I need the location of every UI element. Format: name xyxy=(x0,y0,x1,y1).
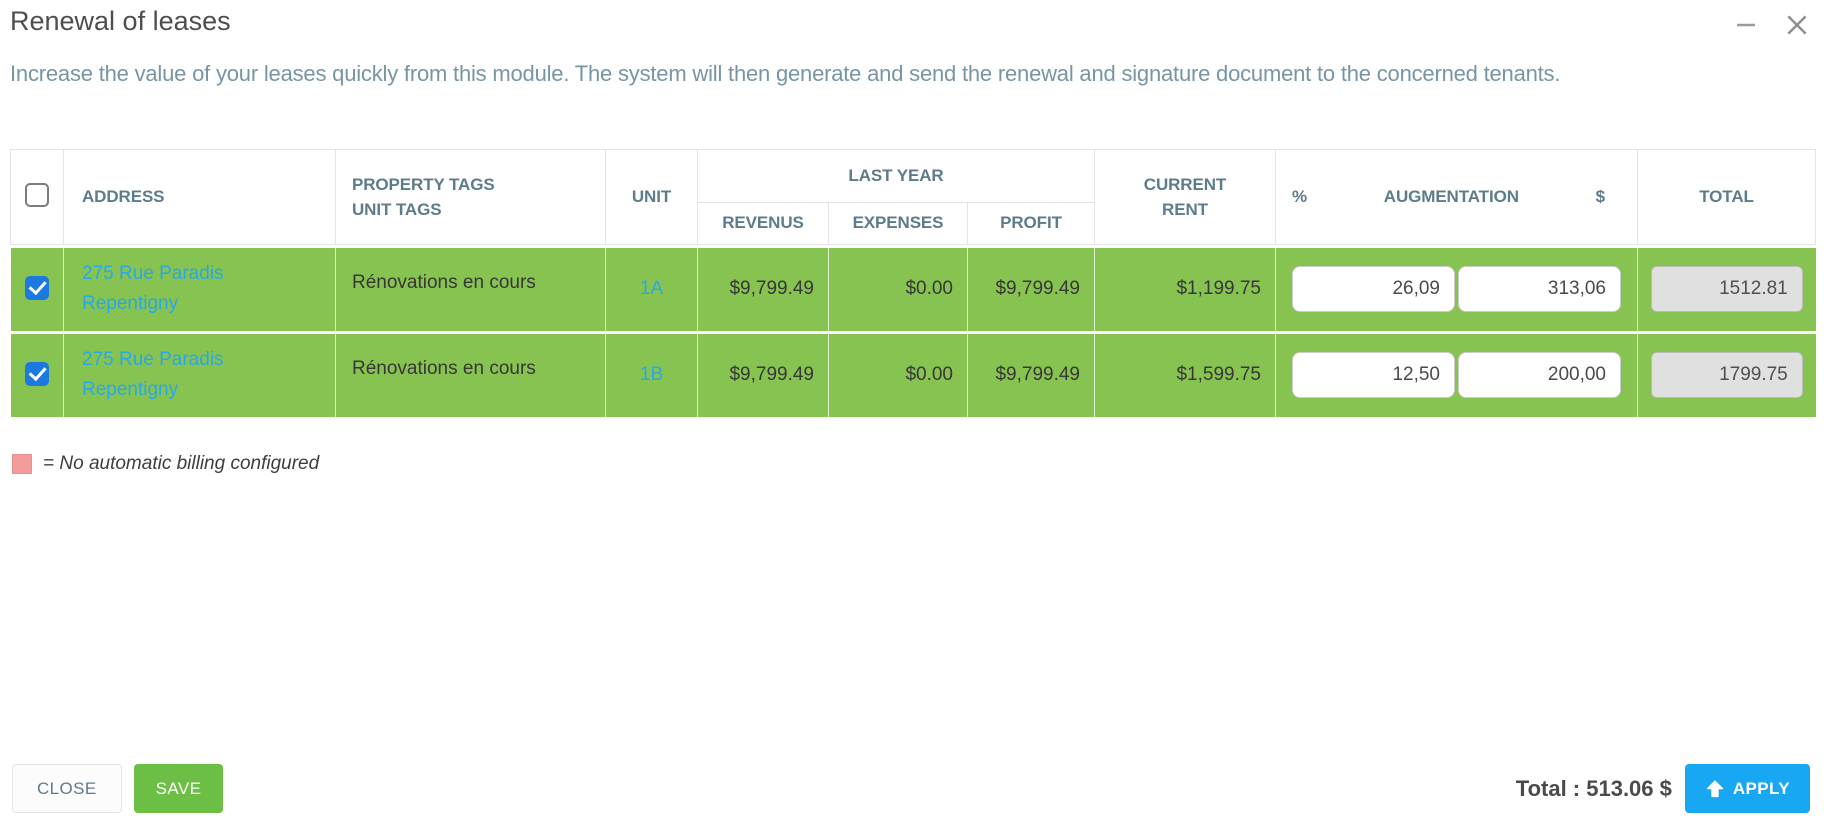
tags-cell: Rénovations en cours xyxy=(335,247,606,331)
unit-cell: 1B xyxy=(605,333,698,417)
augmentation-cell xyxy=(1275,247,1638,331)
current-rent-line1: CURRENT xyxy=(1143,175,1227,194)
revenus-cell: $9,799.49 xyxy=(697,333,829,417)
save-button[interactable]: SAVE xyxy=(133,764,224,813)
address-cell: 275 Rue Paradis Repentigny xyxy=(63,247,336,331)
address-link-line2[interactable]: Repentigny xyxy=(82,293,179,314)
apply-button-label: APPLY xyxy=(1732,778,1790,798)
close-button[interactable] xyxy=(1784,12,1810,38)
billing-legend: = No automatic billing configured xyxy=(12,453,319,475)
revenus-cell: $9,799.49 xyxy=(697,247,829,331)
grand-total-label: Total : 513.06 $ xyxy=(1515,775,1672,801)
augmentation-amount-input[interactable] xyxy=(1458,266,1621,312)
profit-cell: $9,799.49 xyxy=(967,247,1095,331)
tags-column-header: PROPERTY TAGS UNIT TAGS xyxy=(335,149,606,245)
total-readonly-input[interactable] xyxy=(1650,352,1803,398)
augmentation-amount-input[interactable] xyxy=(1458,352,1621,398)
select-all-header-cell xyxy=(10,149,64,245)
dollar-symbol-label: $ xyxy=(1595,187,1605,206)
row-spacer xyxy=(10,244,1816,248)
footer-actions-right: Total : 513.06 $ APPLY xyxy=(1516,764,1810,813)
row-spacer xyxy=(10,330,1816,334)
revenus-column-header: REVENUS xyxy=(697,201,829,246)
augmentation-column-header: % AUGMENTATION $ xyxy=(1275,149,1638,245)
close-icon xyxy=(1787,15,1807,35)
apply-button[interactable]: APPLY xyxy=(1684,764,1810,813)
minimize-button[interactable] xyxy=(1734,13,1758,37)
modal-footer: CLOSE SAVE Total : 513.06 $ APPLY xyxy=(12,764,1810,813)
row-checkbox-cell xyxy=(10,333,64,417)
title-bar: Renewal of leases xyxy=(10,6,1810,38)
unit-cell: 1A xyxy=(605,247,698,331)
total-cell xyxy=(1637,247,1816,331)
unit-tags-label: UNIT TAGS xyxy=(352,200,442,219)
no-billing-color-swatch xyxy=(12,454,32,474)
legend-text: = No automatic billing configured xyxy=(43,453,320,474)
arrow-up-icon xyxy=(1706,779,1723,797)
address-link-line1[interactable]: 275 Rue Paradis xyxy=(82,349,224,370)
expenses-cell: $0.00 xyxy=(828,247,968,331)
property-tags-label: PROPERTY TAGS xyxy=(352,175,495,194)
leases-table: ADDRESS PROPERTY TAGS UNIT TAGS UNIT LAS… xyxy=(10,149,1816,417)
select-all-checkbox[interactable] xyxy=(25,182,49,207)
address-link-line1[interactable]: 275 Rue Paradis xyxy=(82,263,224,284)
expenses-column-header: EXPENSES xyxy=(828,201,968,246)
total-column-header: TOTAL xyxy=(1637,149,1816,245)
row-checkbox[interactable] xyxy=(24,362,49,386)
page-title: Renewal of leases xyxy=(10,6,231,36)
unit-link[interactable]: 1B xyxy=(639,364,664,385)
augmentation-percent-input[interactable] xyxy=(1292,352,1455,398)
profit-column-header: PROFIT xyxy=(967,201,1095,246)
augmentation-cell xyxy=(1275,333,1638,417)
minimize-icon xyxy=(1737,23,1755,27)
current-rent-column-header: CURRENT RENT xyxy=(1094,149,1276,245)
footer-actions-left: CLOSE SAVE xyxy=(12,764,224,813)
unit-link[interactable]: 1A xyxy=(639,278,664,299)
row-checkbox[interactable] xyxy=(24,276,49,300)
total-cell xyxy=(1637,333,1816,417)
current-rent-cell: $1,199.75 xyxy=(1094,247,1276,331)
module-description: Increase the value of your leases quickl… xyxy=(10,61,1561,86)
augmentation-label: AUGMENTATION xyxy=(1383,187,1519,206)
current-rent-cell: $1,599.75 xyxy=(1094,333,1276,417)
profit-cell: $9,799.49 xyxy=(967,333,1095,417)
last-year-group-header: LAST YEAR xyxy=(697,149,1095,203)
window-controls xyxy=(1734,6,1810,38)
row-checkbox-cell xyxy=(10,247,64,331)
unit-column-header: UNIT xyxy=(605,149,698,245)
lease-row-1a: 275 Rue Paradis Repentigny Rénovations e… xyxy=(10,247,1816,331)
percent-symbol-label: % xyxy=(1292,187,1308,206)
current-rent-line2: RENT xyxy=(1162,200,1208,219)
augmentation-percent-input[interactable] xyxy=(1292,266,1455,312)
close-modal-button[interactable]: CLOSE xyxy=(12,764,122,813)
tags-cell: Rénovations en cours xyxy=(335,333,606,417)
address-cell: 275 Rue Paradis Repentigny xyxy=(63,333,336,417)
expenses-cell: $0.00 xyxy=(828,333,968,417)
address-link-line2[interactable]: Repentigny xyxy=(82,379,179,400)
total-readonly-input[interactable] xyxy=(1650,266,1803,312)
lease-row-1b: 275 Rue Paradis Repentigny Rénovations e… xyxy=(10,333,1816,417)
address-column-header: ADDRESS xyxy=(63,149,336,245)
